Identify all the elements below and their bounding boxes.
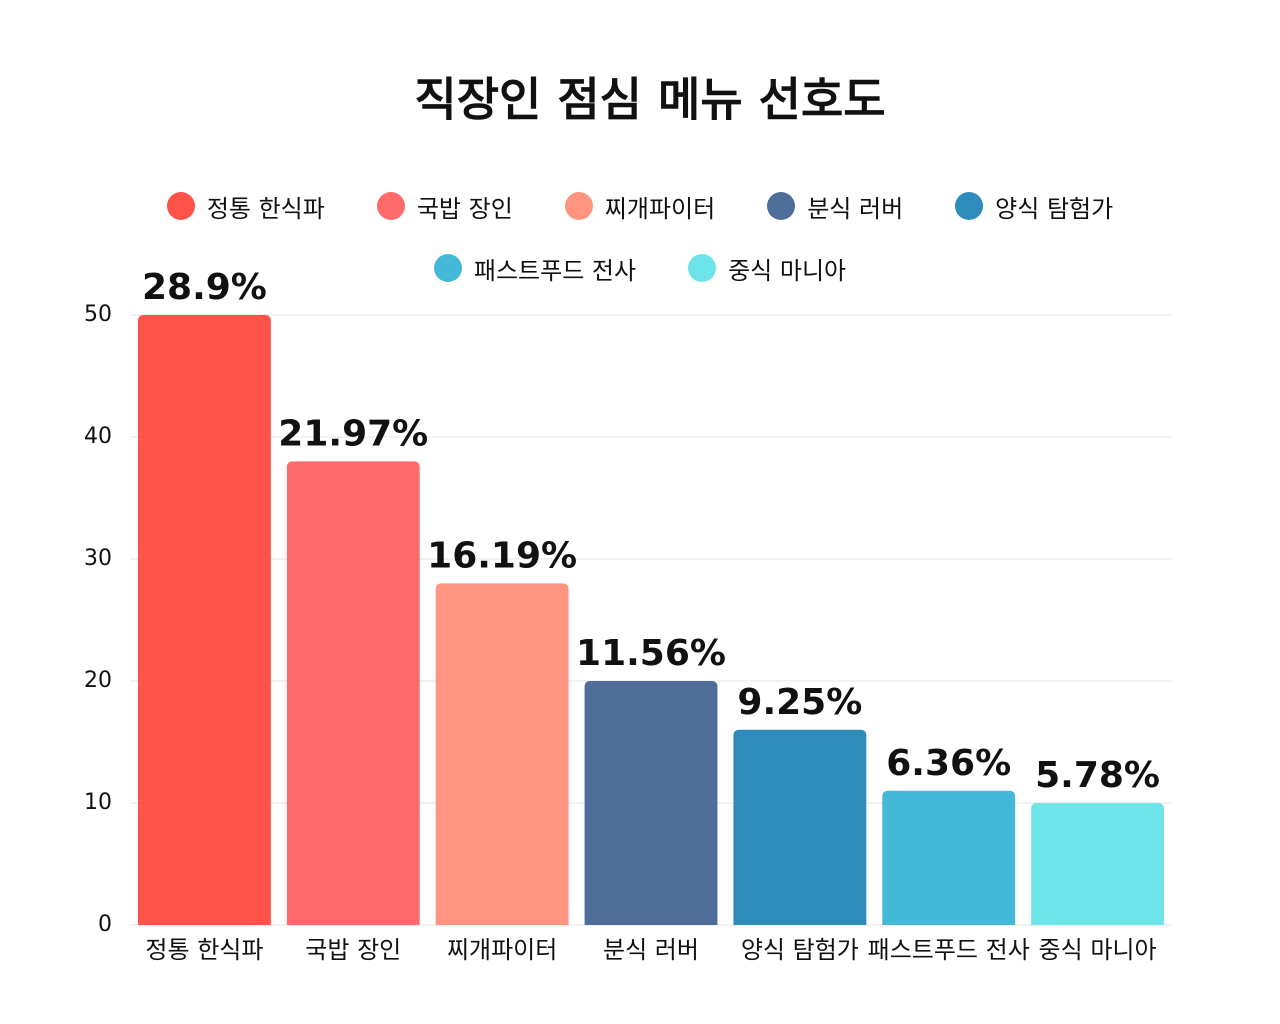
legend-item: 중식 마니아 — [688, 248, 846, 288]
value-label: 9.25% — [737, 682, 862, 723]
value-label: 21.97% — [278, 413, 428, 454]
value-label: 16.19% — [427, 535, 577, 576]
legend-label: 중식 마니아 — [728, 256, 847, 285]
bar — [286, 461, 420, 925]
value-label: 5.78% — [1035, 755, 1160, 796]
legend-swatch — [376, 192, 405, 220]
value-label: 28.9% — [142, 267, 267, 308]
legend-item: 국밥 장인 — [376, 186, 513, 226]
legend-item: 찌개파이터 — [564, 186, 716, 226]
y-tick-label: 10 — [84, 790, 112, 815]
y-tick-label: 50 — [84, 302, 112, 327]
legend-label: 분식 러버 — [807, 194, 904, 223]
bar — [882, 790, 1016, 925]
bar — [435, 583, 569, 925]
x-tick-label: 국밥 장인 — [305, 936, 401, 964]
x-tick-label: 찌개파이터 — [447, 936, 557, 964]
legend-swatch — [564, 192, 593, 220]
legend-swatch — [433, 254, 462, 282]
legend-label: 양식 탐험가 — [995, 194, 1114, 223]
legend-swatch — [688, 254, 717, 282]
y-tick-label: 0 — [98, 912, 112, 937]
x-tick-label: 양식 탐험가 — [741, 936, 859, 964]
legend-item: 양식 탐험가 — [955, 186, 1113, 226]
x-tick-label: 중식 마니아 — [1039, 936, 1157, 964]
y-tick-label: 30 — [84, 546, 112, 571]
bar — [733, 729, 867, 925]
legend-item: 정통 한식파 — [166, 186, 325, 226]
bar — [138, 315, 271, 925]
legend-swatch — [166, 192, 195, 220]
bar — [584, 681, 718, 925]
legend-swatch — [955, 192, 984, 220]
y-tick-label: 20 — [84, 668, 112, 693]
x-tick-label: 정통 한식파 — [145, 936, 263, 964]
legend-label: 정통 한식파 — [206, 194, 325, 223]
x-tick-label: 분식 러버 — [603, 936, 699, 964]
x-tick-label: 패스트푸드 전사 — [868, 936, 1030, 964]
value-label: 11.56% — [576, 633, 726, 674]
legend-label: 찌개파이터 — [604, 194, 716, 223]
y-tick-label: 40 — [84, 424, 112, 449]
value-label: 6.36% — [886, 743, 1011, 784]
legend-label: 패스트푸드 전사 — [473, 256, 637, 285]
bar — [1031, 803, 1164, 925]
legend-item: 패스트푸드 전사 — [433, 248, 637, 288]
legend-item: 분식 러버 — [767, 186, 903, 226]
legend-label: 국밥 장인 — [416, 194, 513, 223]
legend-swatch — [767, 192, 796, 220]
chart-title: 직장인 점심 메뉴 선호도 — [414, 73, 885, 127]
